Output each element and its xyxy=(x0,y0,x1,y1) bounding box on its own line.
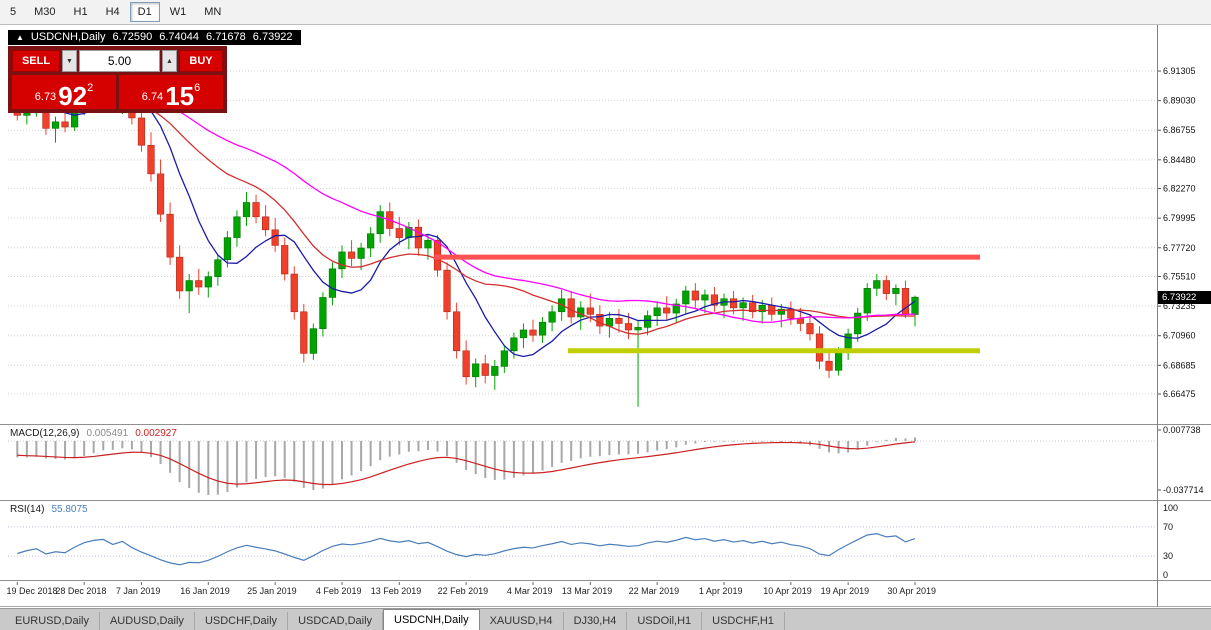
svg-text:30: 30 xyxy=(1163,551,1173,561)
candles xyxy=(13,77,919,407)
rsi-line xyxy=(17,533,916,566)
svg-text:6.86755: 6.86755 xyxy=(1163,125,1196,135)
macd-histogram xyxy=(16,437,916,495)
timeframe-toolbar: 5 M30 H1 H4 D1 W1 MN xyxy=(0,0,1211,25)
timeframe-button-d1[interactable]: D1 xyxy=(129,2,160,22)
current-price-tag: 6.73922 xyxy=(1158,291,1211,304)
svg-text:28 Dec 2018: 28 Dec 2018 xyxy=(55,586,106,596)
tab-usdcad-daily[interactable]: USDCAD,Daily xyxy=(288,612,384,630)
buy-price-button[interactable]: 6.74 15 6 xyxy=(119,75,223,109)
volume-input[interactable]: 5.00 xyxy=(79,50,160,72)
svg-text:-0.037714: -0.037714 xyxy=(1163,485,1204,495)
ma-mid xyxy=(17,80,916,335)
timeframe-button-5[interactable]: 5 xyxy=(2,2,24,22)
tab-dj30-h4[interactable]: DJ30,H4 xyxy=(564,612,628,630)
timeframe-button-m30[interactable]: M30 xyxy=(26,2,63,22)
buy-button[interactable]: BUY xyxy=(179,50,223,72)
svg-text:1 Apr 2019: 1 Apr 2019 xyxy=(699,586,743,596)
one-click-trade-panel: SELL ▼ 5.00 ▲ BUY 6.73 92 2 6.74 15 6 xyxy=(8,46,227,113)
svg-text:6.77720: 6.77720 xyxy=(1163,243,1196,253)
buy-price-sup: 6 xyxy=(194,82,201,94)
svg-text:30 Apr 2019: 30 Apr 2019 xyxy=(887,586,936,596)
tab-usdcnh-daily[interactable]: USDCNH,Daily xyxy=(383,609,480,630)
svg-text:22 Feb 2019: 22 Feb 2019 xyxy=(438,586,489,596)
sell-button[interactable]: SELL xyxy=(12,50,60,72)
svg-text:25 Jan 2019: 25 Jan 2019 xyxy=(247,586,297,596)
volume-decrease-button[interactable]: ▼ xyxy=(62,50,77,72)
svg-text:6.89030: 6.89030 xyxy=(1163,96,1196,106)
svg-text:19 Apr 2019: 19 Apr 2019 xyxy=(821,586,870,596)
chevron-down-icon: ▼ xyxy=(66,57,73,65)
timeframe-button-mn[interactable]: MN xyxy=(196,2,229,22)
svg-text:6.70960: 6.70960 xyxy=(1163,331,1196,341)
tab-audusd-daily[interactable]: AUDUSD,Daily xyxy=(100,612,195,630)
ohlc-close: 6.73922 xyxy=(252,31,293,43)
macd-title: MACD(12,26,9) xyxy=(10,428,80,439)
tab-usdoil-h1[interactable]: USDOil,H1 xyxy=(627,612,703,630)
svg-text:6.79995: 6.79995 xyxy=(1163,213,1196,223)
symbol-name: USDCNH,Daily xyxy=(30,31,106,43)
svg-text:0: 0 xyxy=(1163,570,1168,580)
ohlc-open: 6.72590 xyxy=(112,31,153,43)
svg-text:4 Feb 2019: 4 Feb 2019 xyxy=(316,586,362,596)
sell-price-big: 92 xyxy=(58,81,88,111)
macd-signal-value: 0.002927 xyxy=(135,428,177,439)
svg-text:6.84480: 6.84480 xyxy=(1163,155,1196,165)
buy-price-small: 6.74 xyxy=(141,91,164,103)
timeframe-button-h1[interactable]: H1 xyxy=(66,2,96,22)
tab-eurusd-daily[interactable]: EURUSD,Daily xyxy=(5,612,100,630)
tab-xauusd-h4[interactable]: XAUUSD,H4 xyxy=(480,612,564,630)
svg-text:0.007738: 0.007738 xyxy=(1163,425,1201,435)
svg-text:7 Jan 2019: 7 Jan 2019 xyxy=(116,586,161,596)
timeframe-button-h4[interactable]: H4 xyxy=(98,2,128,22)
svg-text:10 Apr 2019: 10 Apr 2019 xyxy=(763,586,812,596)
svg-text:70: 70 xyxy=(1163,522,1173,532)
svg-text:6.82270: 6.82270 xyxy=(1163,184,1196,194)
tab-usdchf-h1[interactable]: USDCHF,H1 xyxy=(702,612,785,630)
timeframe-button-w1[interactable]: W1 xyxy=(162,2,195,22)
rsi-label: RSI(14) 55.8075 xyxy=(10,504,88,515)
svg-text:19 Dec 2018: 19 Dec 2018 xyxy=(6,586,57,596)
svg-text:4 Mar 2019: 4 Mar 2019 xyxy=(507,586,553,596)
sell-price-small: 6.73 xyxy=(34,91,57,103)
tab-usdchf-daily[interactable]: USDCHF,Daily xyxy=(195,612,289,630)
svg-text:13 Mar 2019: 13 Mar 2019 xyxy=(562,586,613,596)
svg-text:22 Mar 2019: 22 Mar 2019 xyxy=(629,586,680,596)
svg-text:6.91305: 6.91305 xyxy=(1163,66,1196,76)
sell-price-button[interactable]: 6.73 92 2 xyxy=(12,75,116,109)
svg-text:6.68685: 6.68685 xyxy=(1163,360,1196,370)
ma-fast xyxy=(17,96,916,358)
svg-text:6.75510: 6.75510 xyxy=(1163,272,1196,282)
svg-text:16 Jan 2019: 16 Jan 2019 xyxy=(180,586,230,596)
ohlc-high: 6.74044 xyxy=(159,31,200,43)
price-grid: 6.91305 6.89030 6.86755 6.84480 6.82270 6.799… xyxy=(8,66,1196,399)
volume-increase-button[interactable]: ▲ xyxy=(162,50,177,72)
rsi-title: RSI(14) xyxy=(10,504,45,515)
svg-text:13 Feb 2019: 13 Feb 2019 xyxy=(371,586,422,596)
svg-text:6.73235: 6.73235 xyxy=(1163,301,1196,311)
rsi-value: 55.8075 xyxy=(51,504,88,515)
macd-label: MACD(12,26,9) 0.005491 0.002927 xyxy=(10,428,177,439)
svg-text:6.66475: 6.66475 xyxy=(1163,389,1196,399)
macd-signal-line xyxy=(17,441,916,486)
chart-tab-bar: EURUSD,Daily AUDUSD,Daily USDCHF,Daily U… xyxy=(0,608,1211,630)
macd-main-value: 0.005491 xyxy=(86,428,129,439)
sell-price-sup: 2 xyxy=(87,82,94,94)
symbol-header[interactable]: ▲ USDCNH,Daily 6.72590 6.74044 6.71678 6… xyxy=(8,30,301,45)
svg-text:100: 100 xyxy=(1163,503,1178,513)
ohlc-low: 6.71678 xyxy=(206,31,246,43)
buy-price-big: 15 xyxy=(165,81,195,111)
collapse-arrow-icon[interactable]: ▲ xyxy=(16,32,24,42)
chevron-up-icon: ▲ xyxy=(166,57,173,65)
